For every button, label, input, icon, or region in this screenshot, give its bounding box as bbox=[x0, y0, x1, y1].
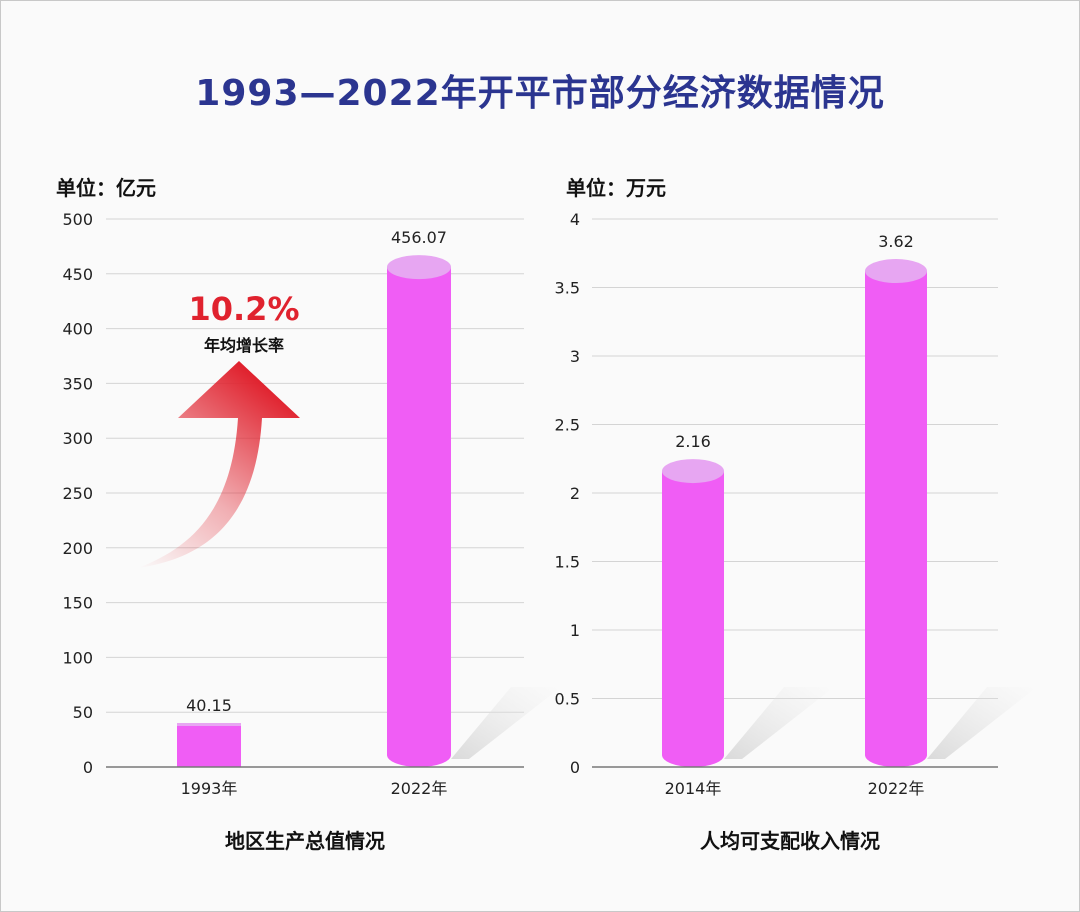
unit-label-income: 单位：万元 bbox=[566, 176, 666, 200]
income-y-axis: 0 0.5 1 1.5 2 2.5 3 3.5 4 bbox=[555, 210, 580, 777]
y-tick-label: 1.5 bbox=[555, 553, 580, 572]
growth-rate-label: 年均增长率 bbox=[204, 336, 284, 355]
y-tick-label: 350 bbox=[62, 374, 93, 393]
caption-income: 人均可支配收入情况 bbox=[700, 829, 880, 853]
y-tick-label: 150 bbox=[62, 594, 93, 613]
data-label: 456.07 bbox=[391, 228, 447, 247]
gdp-y-axis: 0 50 100 150 200 250 300 350 400 450 500 bbox=[62, 210, 93, 777]
y-tick-label: 400 bbox=[62, 320, 93, 339]
income-bars: 2.16 3.62 bbox=[662, 232, 927, 767]
y-tick-label: 1 bbox=[570, 621, 580, 640]
page-title: 1993—2022年开平市部分经济数据情况 bbox=[195, 73, 885, 114]
y-tick-label: 100 bbox=[62, 648, 93, 667]
bar-shadow bbox=[451, 687, 561, 759]
y-tick-label: 0 bbox=[570, 758, 580, 777]
data-label: 3.62 bbox=[878, 232, 914, 251]
caption-gdp: 地区生产总值情况 bbox=[225, 829, 385, 853]
bar-shadow bbox=[724, 687, 834, 759]
income-x-axis: 2014年 2022年 bbox=[665, 779, 925, 798]
y-tick-label: 2.5 bbox=[555, 416, 580, 435]
y-tick-label: 300 bbox=[62, 429, 93, 448]
bar-top bbox=[662, 459, 724, 484]
unit-label-gdp: 单位：亿元 bbox=[56, 176, 156, 200]
bar bbox=[662, 471, 724, 767]
bar-shadow bbox=[927, 687, 1037, 759]
y-tick-label: 0 bbox=[83, 758, 93, 777]
gdp-bar-shadows bbox=[451, 687, 561, 759]
gdp-gridlines bbox=[106, 218, 524, 713]
bar bbox=[387, 267, 451, 767]
x-tick-label: 2014年 bbox=[665, 779, 722, 798]
y-tick-label: 3 bbox=[570, 347, 580, 366]
y-tick-label: 450 bbox=[62, 265, 93, 284]
y-tick-label: 2 bbox=[570, 484, 580, 503]
data-label: 40.15 bbox=[186, 696, 232, 715]
income-bar-shadows bbox=[724, 687, 1037, 759]
y-tick-label: 0.5 bbox=[555, 690, 580, 709]
x-tick-label: 2022年 bbox=[391, 779, 448, 798]
chart-income: 单位：万元 00.511.522.533.54 2.163.62 2014年 20… bbox=[555, 176, 1037, 853]
gdp-bars: 40.15 456.07 bbox=[177, 228, 451, 767]
income-gridlines bbox=[592, 218, 998, 699]
bar-top bbox=[865, 259, 927, 284]
x-tick-label: 1993年 bbox=[181, 779, 238, 798]
growth-rate-value: 10.2% bbox=[188, 290, 299, 328]
x-tick-label: 2022年 bbox=[868, 779, 925, 798]
y-tick-label: 50 bbox=[73, 703, 93, 722]
y-tick-label: 3.5 bbox=[555, 279, 580, 298]
bar bbox=[177, 722, 241, 767]
gdp-x-axis: 1993年 2022年 bbox=[181, 779, 448, 798]
y-tick-label: 4 bbox=[570, 210, 580, 229]
y-tick-label: 500 bbox=[62, 210, 93, 229]
y-tick-label: 200 bbox=[62, 539, 93, 558]
bar bbox=[865, 271, 927, 767]
chart-gdp: 单位：亿元 0 50 100 150 200 250 300 350 400 450 500 40.… bbox=[56, 176, 561, 853]
bar-top bbox=[387, 255, 451, 280]
up-arrow-icon bbox=[138, 361, 300, 568]
data-label: 2.16 bbox=[675, 432, 711, 451]
y-tick-label: 250 bbox=[62, 484, 93, 503]
bar-top bbox=[177, 722, 241, 726]
